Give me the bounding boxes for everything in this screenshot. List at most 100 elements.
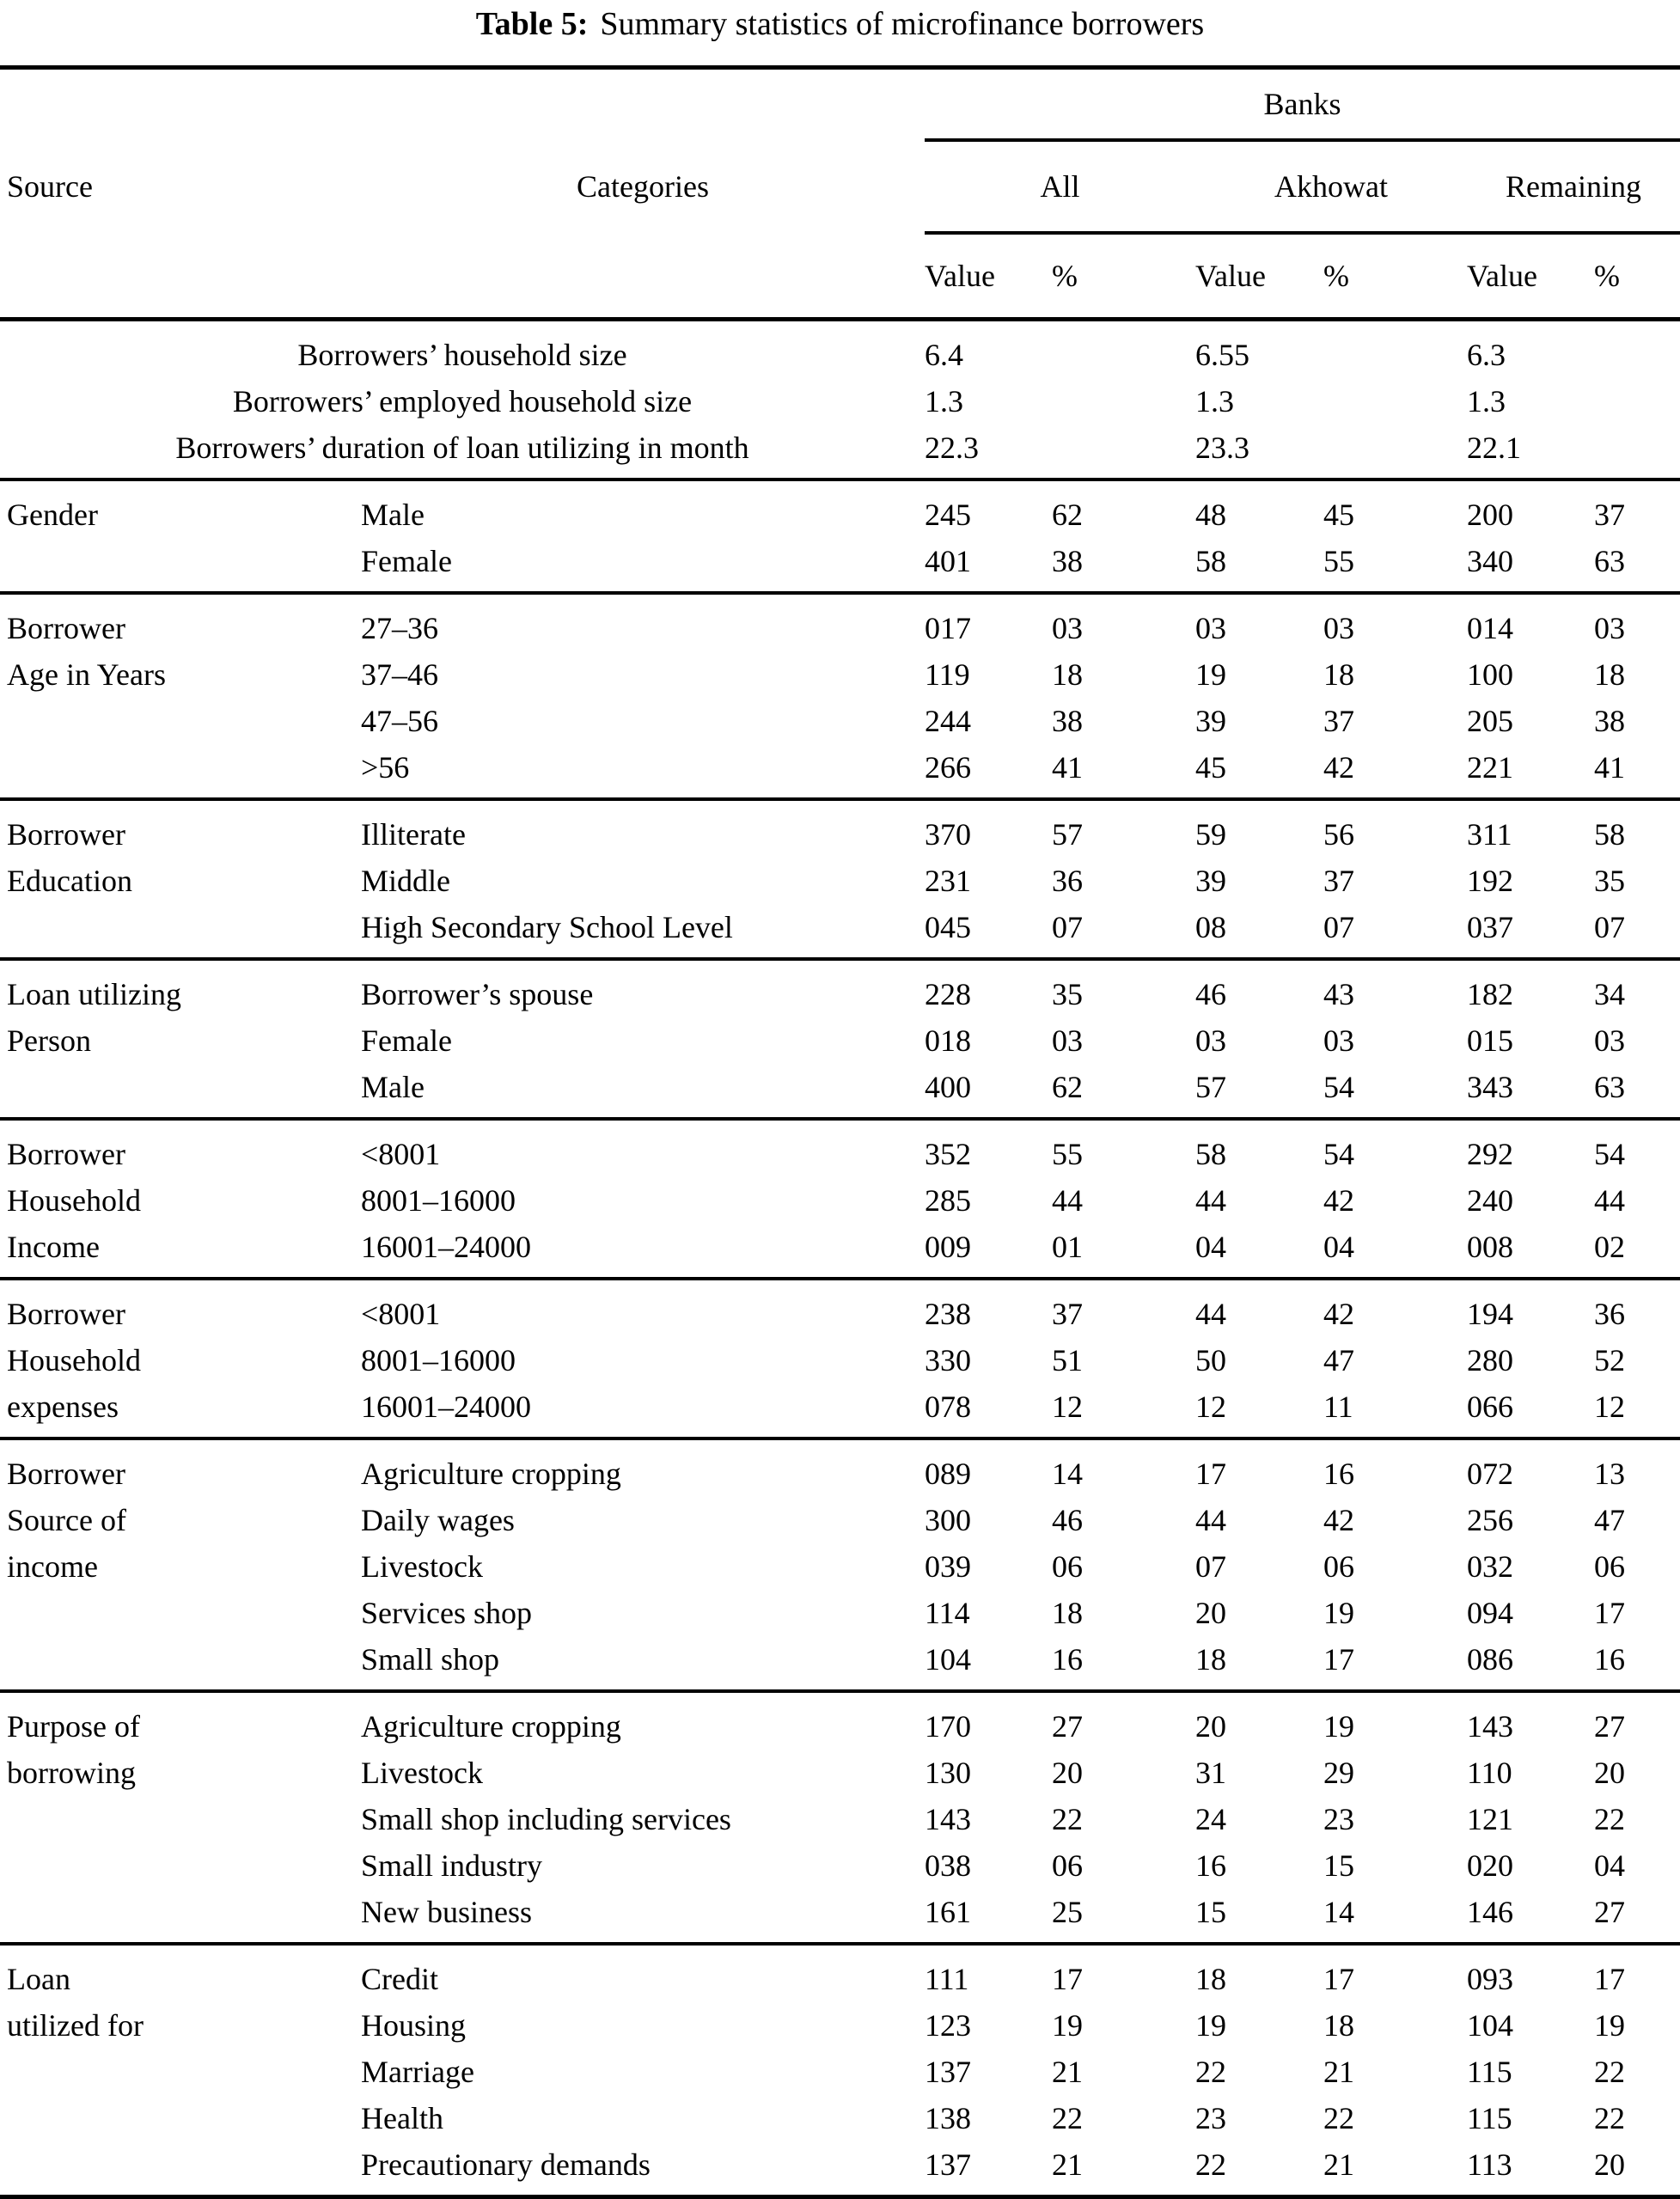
pct-cell: 15 [1323,1848,1354,1883]
category-label: 8001–16000 [361,1343,516,1377]
category-label: Livestock [361,1549,483,1584]
value-cell: 205 [1467,704,1513,738]
value-cell: 1.3 [1467,384,1506,418]
category-label: Marriage [361,2055,474,2089]
table-row: Education Middle 231 36 39 37 192 35 [0,858,1680,904]
table-row: Borrower <8001 352 55 58 54 292 54 [0,1131,1680,1177]
category-label: Borrower’s spouse [361,977,594,1011]
banks-underline-rule [925,138,1680,142]
value-cell: 104 [925,1642,971,1677]
pct-cell: 06 [1594,1549,1625,1584]
pct-cell: 58 [1594,817,1625,852]
pct-cell: 17 [1594,1596,1625,1630]
value-cell: 22.1 [1467,431,1521,465]
value-cell: 20 [1195,1596,1226,1630]
source-label: utilized for [7,2008,144,2043]
pct-cell: 44 [1052,1183,1083,1218]
pct-cell: 18 [1052,1596,1083,1630]
summary-row: Borrowers’ employed household size 1.3 1.3… [0,378,1680,425]
pct-cell: 18 [1323,657,1354,692]
pct-cell: 07 [1594,910,1625,944]
group-header-all: All [1040,169,1080,204]
source-label: Borrower [7,817,125,852]
pct-cell: 56 [1323,817,1354,852]
category-label: High Secondary School Level [361,910,733,944]
value-cell: 086 [1467,1642,1513,1677]
pct-header-akhowat: % [1323,259,1349,293]
value-cell: 58 [1195,544,1226,578]
value-cell: 03 [1195,611,1226,645]
value-cell: 014 [1467,611,1513,645]
category-label: Small industry [361,1848,543,1883]
pct-cell: 54 [1323,1137,1354,1171]
pct-cell: 21 [1323,2055,1354,2089]
pct-cell: 04 [1323,1230,1354,1264]
table-row: Person Female 018 03 03 03 015 03 [0,1017,1680,1064]
pct-cell: 18 [1323,2008,1354,2043]
pct-cell: 22 [1594,1802,1625,1836]
value-cell: 038 [925,1848,971,1883]
category-label: 37–46 [361,657,438,692]
table-row: New business 161 25 15 14 146 27 [0,1889,1680,1935]
top-rule [0,65,1680,70]
value-cell: 192 [1467,864,1513,898]
source-label: Age in Years [7,657,166,692]
value-cell: 111 [925,1962,969,1996]
source-label: Loan utilizing [7,977,181,1011]
pct-cell: 06 [1052,1848,1083,1883]
value-cell: 072 [1467,1457,1513,1491]
value-cell: 238 [925,1297,971,1331]
value-cell: 22.3 [925,431,979,465]
value-cell: 330 [925,1343,971,1377]
pct-cell: 55 [1052,1137,1083,1171]
value-cell: 15 [1195,1895,1226,1929]
summary-row-label: Borrowers’ duration of loan utilizing in… [175,431,749,465]
table-row: Borrower 27–36 017 03 03 03 014 03 [0,605,1680,651]
value-cell: 17 [1195,1457,1226,1491]
table-caption: Summary statistics of microfinance borro… [600,6,1205,42]
value-cell: 094 [1467,1596,1513,1630]
pct-cell: 51 [1052,1343,1083,1377]
value-cell: 22 [1195,2147,1226,2182]
value-cell: 44 [1195,1297,1226,1331]
pct-cell: 54 [1323,1070,1354,1104]
pct-cell: 21 [1052,2147,1083,2182]
pct-cell: 41 [1052,750,1083,785]
pct-cell: 18 [1052,657,1083,692]
table-row: Age in Years 37–46 119 18 19 18 100 18 [0,651,1680,698]
value-pct-header-row: Value % Value % Value % [0,235,1680,317]
group-header-akhowat: Akhowat [1274,169,1388,204]
value-cell: 6.4 [925,338,963,372]
category-label: Agriculture cropping [361,1457,621,1491]
source-label: Income [7,1230,100,1264]
category-label: 27–36 [361,611,438,645]
pct-cell: 22 [1052,2101,1083,2135]
pct-cell: 14 [1323,1895,1354,1929]
pct-cell: 03 [1052,1023,1083,1058]
pct-cell: 03 [1594,1023,1625,1058]
pct-cell: 03 [1323,611,1354,645]
table-row: Borrower Illiterate 370 57 59 56 311 58 [0,811,1680,858]
section-divider-rule [0,1437,1680,1440]
category-label: Female [361,544,452,578]
value-cell: 089 [925,1457,971,1491]
pct-cell: 03 [1052,611,1083,645]
value-cell: 121 [1467,1802,1513,1836]
value-cell: 19 [1195,2008,1226,2043]
pct-cell: 17 [1323,1962,1354,1996]
table-row: High Secondary School Level 045 07 08 07 037 0… [0,904,1680,950]
pct-cell: 62 [1052,1070,1083,1104]
value-cell: 1.3 [1195,384,1234,418]
table-row: income Livestock 039 06 07 06 032 06 [0,1543,1680,1590]
source-label: Education [7,864,132,898]
pct-cell: 27 [1594,1895,1625,1929]
table-section: Purpose of Agriculture cropping 170 27 20 19 1… [0,1693,1680,1942]
source-label: Loan [7,1962,70,1996]
banks-group-header: Banks [1263,87,1341,121]
value-cell: 161 [925,1895,971,1929]
value-cell: 07 [1195,1549,1226,1584]
value-header-remaining: Value [1467,259,1537,293]
table-row: Borrower <8001 238 37 44 42 194 36 [0,1291,1680,1337]
table-section: Loan utilizing Borrower’s spouse 228 35 46 43… [0,961,1680,1117]
